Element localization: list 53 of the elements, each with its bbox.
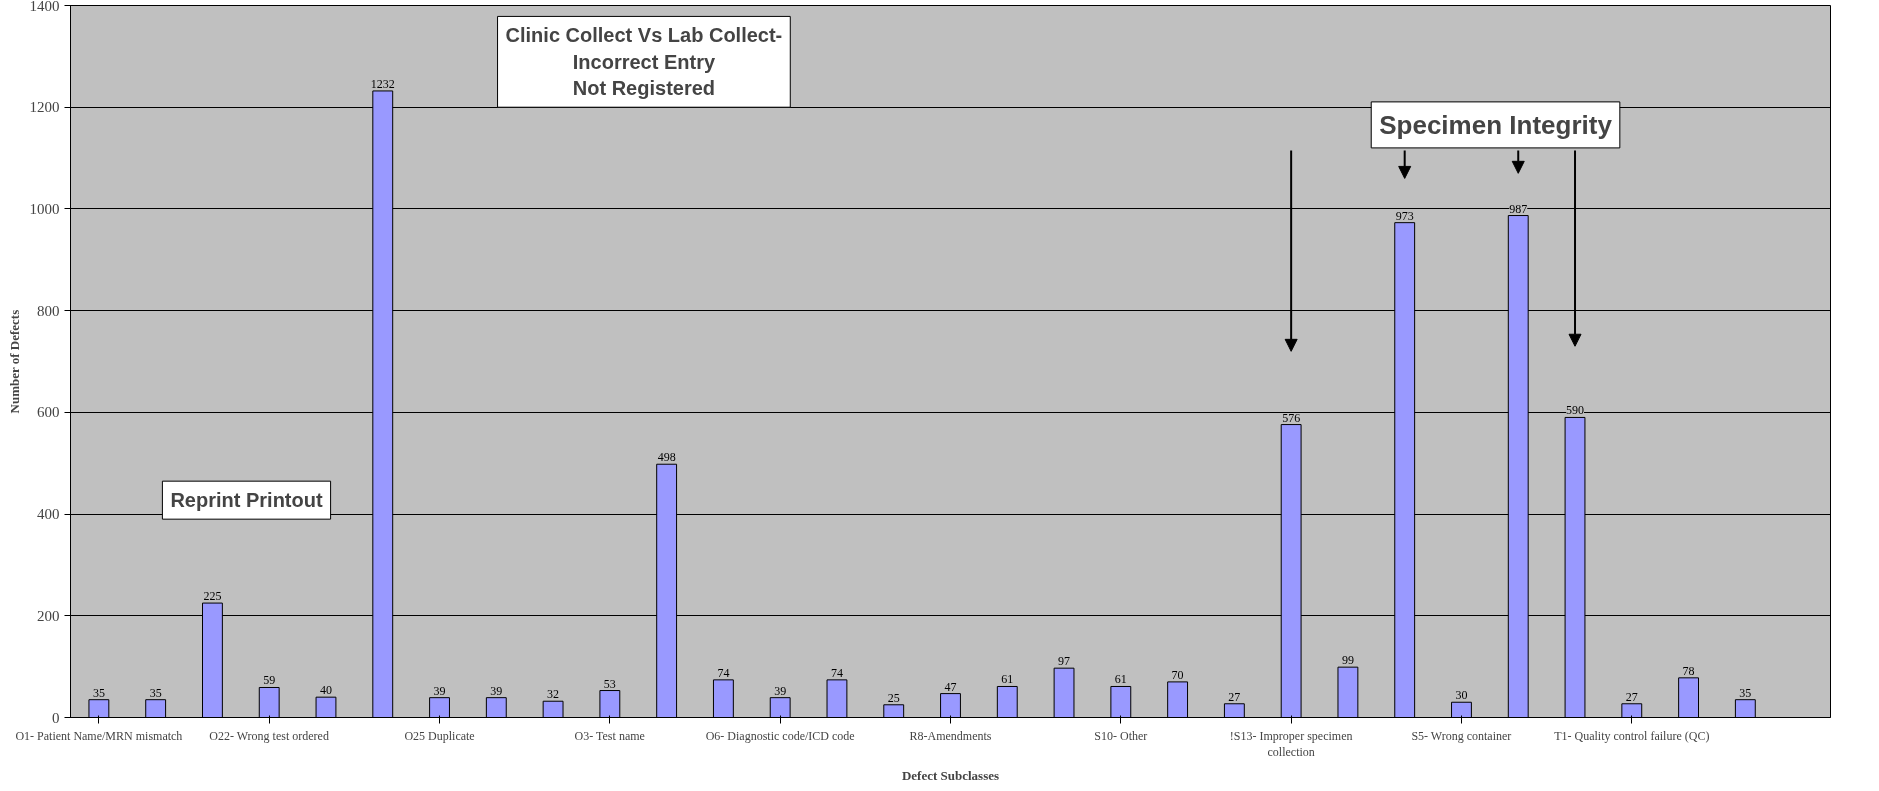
data-label: 61 bbox=[1114, 672, 1127, 687]
y-tick-label: 1200 bbox=[29, 99, 60, 116]
data-label: 987 bbox=[1509, 201, 1528, 216]
x-axis-title: Defect Subclasses bbox=[901, 767, 1000, 783]
y-tick-label: 1000 bbox=[29, 200, 60, 217]
x-tick-label: O6- Diagnostic code/ICD code bbox=[705, 728, 855, 743]
data-label: 35 bbox=[149, 685, 162, 700]
data-label: 99 bbox=[1341, 653, 1354, 668]
y-tick-label: 200 bbox=[37, 607, 60, 624]
data-label: 1232 bbox=[370, 76, 395, 91]
data-label: 35 bbox=[92, 685, 105, 700]
data-label: 973 bbox=[1395, 208, 1414, 223]
data-label: 32 bbox=[547, 687, 560, 702]
annotation: Clinic Collect Vs Lab Collect- Incorrect Entry Not Registered bbox=[505, 24, 783, 100]
y-tick-label: 800 bbox=[37, 302, 60, 319]
data-label: 590 bbox=[1566, 403, 1585, 418]
data-label: 39 bbox=[774, 683, 787, 698]
y-tick-label: 400 bbox=[37, 506, 60, 523]
y-tick-label: 0 bbox=[52, 709, 60, 726]
y-tick-label: 600 bbox=[37, 404, 60, 421]
x-tick-label: S5- Wrong container bbox=[1411, 728, 1512, 743]
x-tick-label: T1- Quality control failure (QC) bbox=[1554, 728, 1710, 743]
y-axis-title: Number of Defects bbox=[6, 309, 22, 414]
x-tick-label: O1- Patient Name/MRN mismatch bbox=[15, 728, 183, 743]
x-tick-label: O22- Wrong test ordered bbox=[209, 728, 329, 743]
data-label: 39 bbox=[433, 683, 446, 698]
x-tick-label: O3- Test name bbox=[574, 728, 645, 743]
data-label: 27 bbox=[1625, 689, 1638, 704]
y-tick-label: 1400 bbox=[29, 0, 60, 14]
annotation: Specimen Integrity bbox=[1379, 109, 1613, 140]
data-label: 59 bbox=[263, 673, 276, 688]
data-label: 74 bbox=[830, 665, 843, 680]
data-label: 40 bbox=[319, 683, 332, 698]
data-label: 25 bbox=[887, 690, 900, 705]
data-label: 47 bbox=[944, 679, 957, 694]
x-tick-label: !S13- Improper specimen collection bbox=[1229, 728, 1353, 760]
data-label: 74 bbox=[717, 665, 730, 680]
data-label: 498 bbox=[657, 450, 676, 465]
data-label: 97 bbox=[1058, 654, 1071, 669]
data-label: 30 bbox=[1455, 688, 1468, 703]
data-label: 27 bbox=[1228, 689, 1241, 704]
x-tick-label: O25 Duplicate bbox=[404, 728, 475, 743]
data-label: 70 bbox=[1171, 667, 1184, 682]
x-tick-label: R8-Amendments bbox=[909, 728, 992, 743]
data-label: 53 bbox=[603, 676, 616, 691]
data-label: 39 bbox=[490, 683, 503, 698]
data-label: 576 bbox=[1282, 410, 1301, 425]
x-tick-label: S10- Other bbox=[1094, 728, 1148, 743]
data-label: 61 bbox=[1001, 672, 1014, 687]
data-label: 78 bbox=[1682, 663, 1695, 678]
annotation: Reprint Printout bbox=[170, 489, 323, 512]
data-label: 225 bbox=[203, 589, 222, 604]
data-label: 35 bbox=[1739, 685, 1752, 700]
